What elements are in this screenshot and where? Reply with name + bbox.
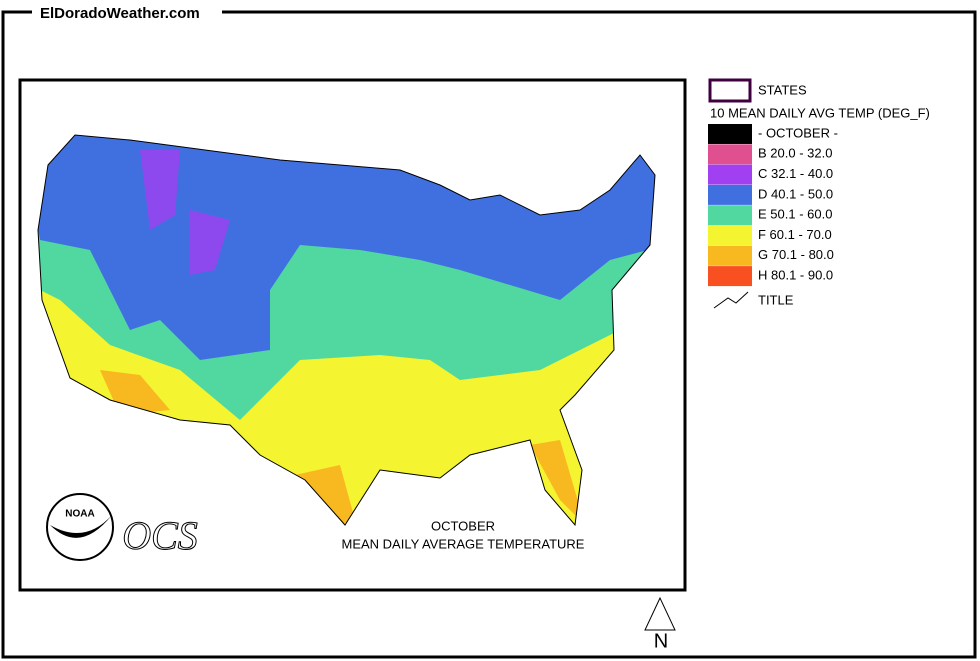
states-swatch	[708, 78, 752, 103]
legend-label: H 80.1 - 90.0	[758, 268, 833, 283]
states-label: STATES	[758, 82, 807, 97]
legend-swatch	[708, 205, 752, 226]
legend-title: 10 MEAN DAILY AVG TEMP (DEG_F)	[710, 105, 930, 120]
legend-label: E 50.1 - 60.0	[758, 207, 832, 222]
caption-line: MEAN DAILY AVERAGE TEMPERATURE	[342, 536, 585, 551]
legend-swatch	[708, 184, 752, 205]
noaa-bird	[50, 515, 112, 538]
legend-swatch	[708, 225, 752, 246]
legend-label: D 40.1 - 50.0	[758, 186, 833, 201]
north-arrow	[644, 596, 676, 631]
legend-swatch	[708, 164, 752, 185]
site-title: ElDoradoWeather.com	[40, 5, 200, 22]
zone	[190, 210, 230, 275]
legend-label: G 70.1 - 80.0	[758, 247, 834, 262]
title-label: TITLE	[758, 292, 794, 307]
legend-label: B 20.0 - 32.0	[758, 146, 832, 161]
legend-label: F 60.1 - 70.0	[758, 227, 832, 242]
legend-label: C 32.1 - 40.0	[758, 166, 833, 181]
legend-label: - OCTOBER -	[758, 125, 838, 140]
ocs-text: OCS	[122, 513, 198, 558]
zone	[140, 150, 180, 230]
north-label: N	[654, 630, 668, 652]
legend-swatch	[708, 144, 752, 165]
zone	[530, 440, 585, 525]
us-outline	[37, 134, 656, 527]
title-icon	[713, 291, 749, 309]
zone	[295, 465, 355, 525]
legend-swatch	[708, 266, 752, 287]
caption-line: OCTOBER	[431, 518, 495, 533]
noaa-logo	[46, 493, 114, 561]
legend-swatch	[708, 245, 752, 266]
legend-swatch	[708, 124, 752, 144]
title-bg	[32, 4, 222, 24]
noaa-text: NOAA	[65, 509, 94, 520]
outer-frame	[1, 10, 977, 659]
